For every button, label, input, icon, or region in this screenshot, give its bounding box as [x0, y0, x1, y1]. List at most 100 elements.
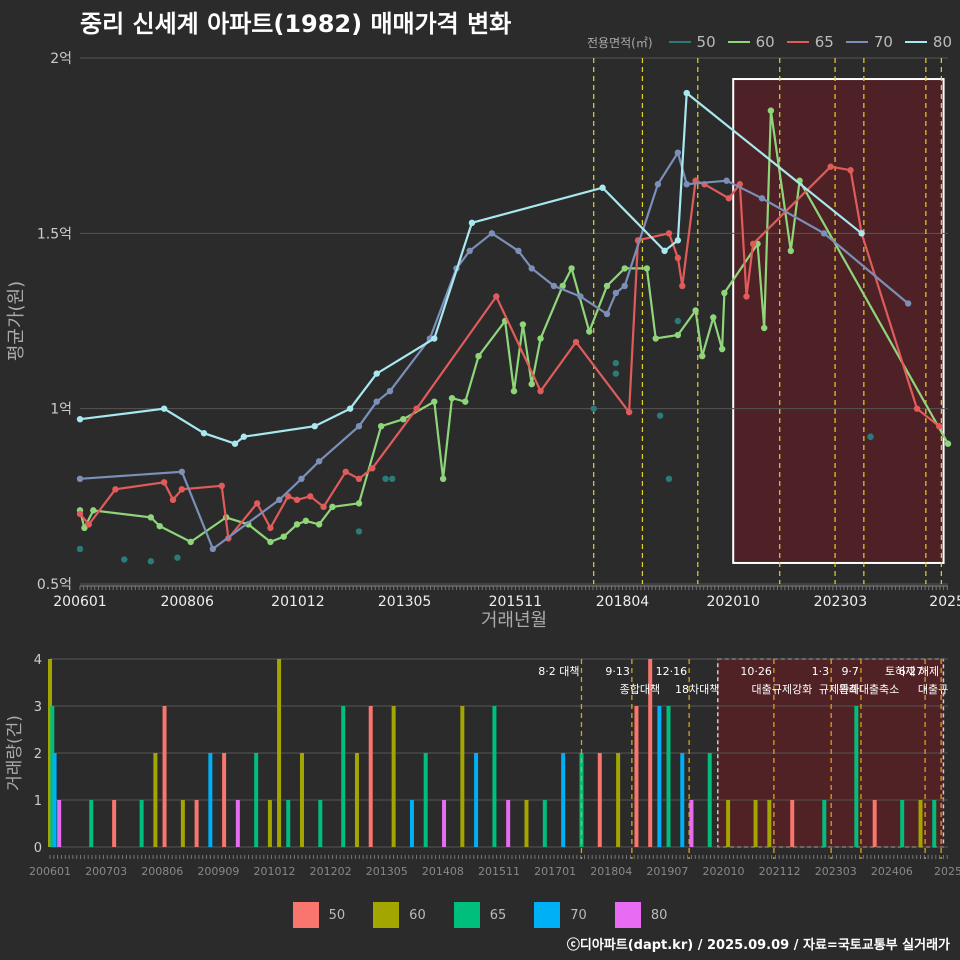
data-point-60: [431, 398, 438, 405]
data-point-50: [665, 475, 673, 482]
legend-item-50: 50: [668, 33, 716, 51]
data-point-50: [612, 359, 620, 367]
data-point-65: [253, 500, 261, 507]
bar-65: [854, 706, 859, 847]
bar-65: [423, 753, 428, 847]
policy-label: 8·2 대책: [538, 665, 579, 678]
data-point-50: [612, 370, 620, 377]
x-tick-label: 201511: [478, 865, 520, 878]
bar-50: [872, 800, 877, 847]
data-point-60: [156, 522, 163, 530]
chart-title: 중리 신세계 아파트(1982) 매매가격 변화: [80, 10, 512, 38]
price-line-chart: 0.5억 1억 1.5억 2억 200601 200806 201012 201305 2015…: [6, 51, 960, 631]
data-point-60: [721, 289, 728, 297]
legend-title: 전용면적(㎡): [587, 35, 653, 50]
data-point-70: [621, 282, 628, 290]
data-point-65: [674, 254, 682, 262]
data-point-80: [160, 405, 168, 412]
data-point-60: [462, 398, 469, 405]
bar-60: [48, 659, 52, 847]
bar-50: [194, 800, 199, 847]
data-point-80: [346, 405, 354, 412]
data-point-70: [298, 475, 305, 482]
data-point-65: [725, 195, 732, 202]
legend-swatch: [453, 902, 480, 928]
data-point-70: [355, 423, 363, 430]
bar-50: [634, 706, 639, 847]
data-point-65: [369, 465, 376, 472]
footer-credit: ⓒ디아파트(dapt.kr) / 2025.09.09 / 자료=국토교통부 실…: [566, 938, 950, 953]
bar-65: [666, 706, 671, 847]
data-point-60: [377, 423, 385, 430]
data-point-70: [904, 300, 912, 307]
bar-60: [267, 800, 272, 847]
data-point-50: [147, 558, 155, 565]
data-point-50: [674, 317, 682, 325]
data-point-60: [568, 265, 575, 272]
data-point-65: [537, 387, 544, 395]
bar-65: [822, 800, 827, 847]
y-tick-label: 1억: [50, 402, 72, 418]
data-point-60: [674, 331, 682, 339]
data-point-70: [683, 181, 690, 188]
bar-60: [726, 800, 731, 847]
bar-70: [52, 753, 57, 847]
y-tick-label: 2억: [50, 51, 72, 67]
data-point-60: [537, 335, 544, 342]
data-point-60: [475, 352, 482, 360]
legend-swatch: [845, 41, 868, 43]
x-tick-label: 202010: [703, 865, 745, 878]
x-tick-label: 200703: [85, 865, 127, 878]
data-point-65: [913, 405, 921, 412]
bar-60: [391, 706, 396, 847]
bar-50: [112, 800, 117, 847]
policy-label: 1·3: [812, 665, 830, 678]
data-point-70: [550, 282, 558, 290]
data-point-50: [590, 405, 597, 412]
data-point-60: [400, 415, 407, 423]
y-tick-label: 1.5억: [37, 226, 72, 242]
bar-70: [561, 753, 566, 847]
data-point-50: [76, 545, 84, 553]
policy-sublabel: 대출규: [918, 683, 948, 696]
data-point-50: [656, 412, 664, 419]
x-tick-label: 201202: [310, 865, 352, 878]
x-tick-label: 202010: [706, 594, 759, 610]
y-tick-label: 2: [34, 747, 42, 762]
legend-swatch: [292, 902, 319, 928]
legend-label: 60: [755, 33, 775, 51]
y-axis-label: 거래량(건): [5, 715, 25, 791]
policy-sublabel: 18차대책: [675, 683, 719, 696]
data-point-70: [373, 398, 380, 405]
data-point-65: [827, 163, 834, 170]
bar-65: [492, 706, 497, 847]
bar-70: [208, 753, 213, 847]
data-point-70: [674, 149, 682, 156]
data-point-70: [276, 496, 283, 504]
bar-65: [900, 800, 905, 847]
data-point-70: [528, 265, 535, 272]
legend-bottom-item-70: 70: [534, 902, 587, 928]
legend-label: 60: [409, 907, 426, 923]
bar-60: [616, 753, 621, 847]
x-tick-label: 2025: [934, 865, 960, 878]
bar-60: [153, 753, 158, 847]
x-tick-label: 200806: [160, 594, 214, 610]
data-point-65: [679, 282, 686, 290]
data-point-70: [76, 475, 84, 482]
legend-label: 50: [328, 907, 346, 923]
bar-50: [162, 706, 167, 847]
x-tick-label: 202303: [815, 865, 857, 878]
legend-label: 80: [932, 33, 952, 51]
series-line-60: [78, 110, 949, 544]
legend-top: 전용면적(㎡) 50 60 65 70 80: [587, 33, 952, 51]
data-point-60: [329, 503, 336, 511]
data-point-65: [76, 510, 84, 518]
data-point-65: [625, 408, 633, 416]
bar-65: [932, 800, 937, 847]
data-point-70: [820, 230, 828, 237]
data-point-70: [654, 181, 662, 188]
data-point-65: [307, 493, 314, 500]
legend-label: 70: [570, 907, 587, 923]
bar-70: [474, 753, 479, 847]
